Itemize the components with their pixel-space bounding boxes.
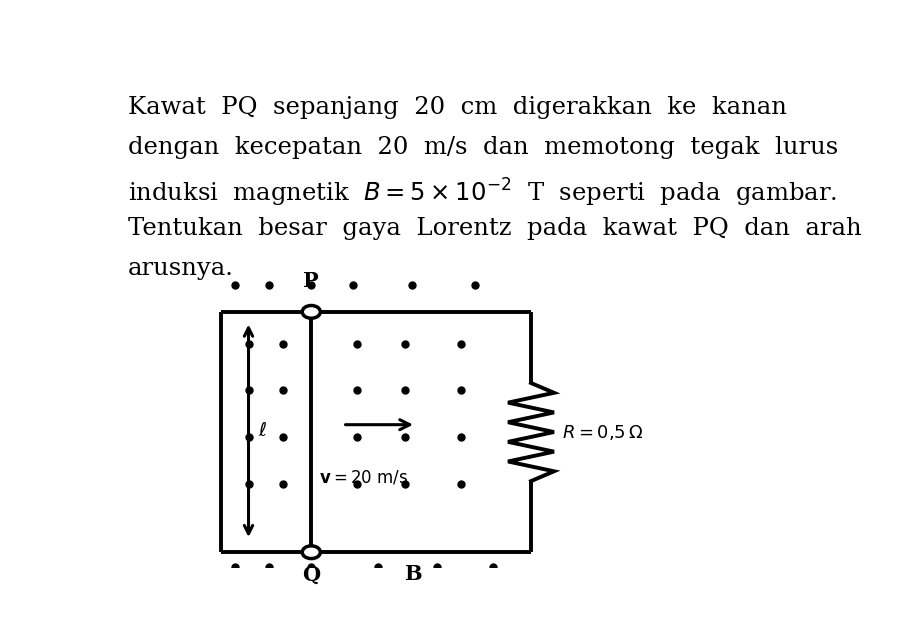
Circle shape (302, 306, 320, 318)
Text: P: P (303, 271, 320, 291)
Text: Q: Q (302, 564, 320, 585)
Text: B: B (403, 564, 421, 585)
Text: arusnya.: arusnya. (128, 257, 234, 280)
Text: $\mathbf{v} = 20\ \mathrm{m/s}$: $\mathbf{v} = 20\ \mathrm{m/s}$ (319, 469, 409, 487)
Circle shape (302, 546, 320, 559)
Text: Tentukan  besar  gaya  Lorentz  pada  kawat  PQ  dan  arah: Tentukan besar gaya Lorentz pada kawat P… (128, 217, 861, 240)
Text: dengan  kecepatan  20  m/s  dan  memotong  tegak  lurus: dengan kecepatan 20 m/s dan memotong teg… (128, 136, 838, 159)
Text: $R = 0{,}5\,\Omega$: $R = 0{,}5\,\Omega$ (562, 422, 644, 441)
Text: induksi  magnetik  $B = 5 \times 10^{-2}$  T  seperti  pada  gambar.: induksi magnetik $B = 5 \times 10^{-2}$ … (128, 176, 837, 209)
Text: Kawat  PQ  sepanjang  20  cm  digerakkan  ke  kanan: Kawat PQ sepanjang 20 cm digerakkan ke k… (128, 96, 787, 119)
Text: $\ell$: $\ell$ (257, 421, 266, 440)
